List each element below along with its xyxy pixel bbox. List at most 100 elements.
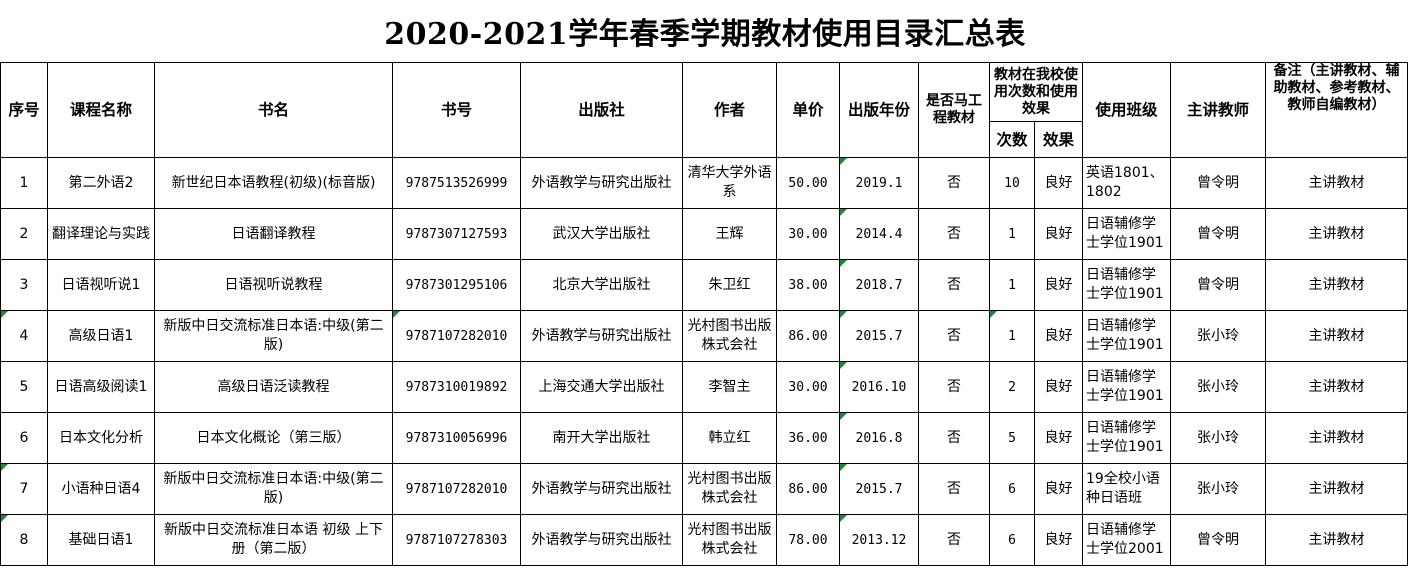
cell-note: 主讲教材	[1265, 310, 1408, 362]
cell-times: 1	[989, 310, 1035, 362]
cell-author: 光村图书出版株式会社	[682, 463, 777, 515]
cell-author: 李智主	[682, 361, 777, 413]
cell-price: 78.00	[776, 514, 840, 566]
cell-book: 日语视听说教程	[154, 259, 393, 311]
cell-note: 主讲教材	[1265, 157, 1408, 209]
cell-year: 2018.7	[839, 259, 919, 311]
header-teacher: 主讲教师	[1170, 62, 1266, 158]
cell-no: 8	[0, 514, 48, 566]
cell-note: 主讲教材	[1265, 259, 1408, 311]
table-row: 3 日语视听说1 日语视听说教程 9787301295106 北京大学出版社 朱…	[0, 259, 1408, 311]
table-row: 5 日语高级阅读1 高级日语泛读教程 9787310019892 上海交通大学出…	[0, 361, 1408, 413]
cell-class: 日语辅修学士学位1901	[1082, 310, 1171, 362]
cell-book: 日语翻译教程	[154, 208, 393, 260]
table-row: 6 日本文化分析 日本文化概论（第三版） 9787310056996 南开大学出…	[0, 412, 1408, 464]
cell-teacher: 曾令明	[1170, 208, 1266, 260]
cell-effect: 良好	[1034, 412, 1083, 464]
cell-teacher: 曾令明	[1170, 157, 1266, 209]
header-effect: 效果	[1034, 121, 1083, 158]
cell-price: 30.00	[776, 361, 840, 413]
header-usage-group: 教材在我校使用次数和使用效果	[989, 62, 1083, 122]
cell-price: 30.00	[776, 208, 840, 260]
header-no: 序号	[0, 62, 48, 158]
cell-year: 2019.1	[839, 157, 919, 209]
cell-book: 新版中日交流标准日本语 初级 上下册（第二版）	[154, 514, 393, 566]
cell-times: 10	[989, 157, 1035, 209]
cell-times: 1	[989, 208, 1035, 260]
cell-teacher: 张小玲	[1170, 463, 1266, 515]
cell-effect: 良好	[1034, 310, 1083, 362]
cell-marx: 否	[918, 310, 990, 362]
cell-publisher: 南开大学出版社	[520, 412, 683, 464]
cell-book: 新世纪日本语教程(初级)(标音版)	[154, 157, 393, 209]
cell-times: 2	[989, 361, 1035, 413]
cell-class: 英语1801、1802	[1082, 157, 1171, 209]
table-row: 4 高级日语1 新版中日交流标准日本语:中级(第二版) 978710728201…	[0, 310, 1408, 362]
cell-note: 主讲教材	[1265, 463, 1408, 515]
cell-isbn: 9787107282010	[392, 310, 521, 362]
cell-times: 5	[989, 412, 1035, 464]
cell-course: 日语高级阅读1	[47, 361, 155, 413]
cell-publisher: 外语教学与研究出版社	[520, 310, 683, 362]
cell-publisher: 外语教学与研究出版社	[520, 514, 683, 566]
cell-price: 38.00	[776, 259, 840, 311]
cell-effect: 良好	[1034, 514, 1083, 566]
header-book: 书名	[154, 62, 393, 158]
cell-year: 2015.7	[839, 463, 919, 515]
cell-course: 基础日语1	[47, 514, 155, 566]
cell-marx: 否	[918, 259, 990, 311]
cell-times: 6	[989, 514, 1035, 566]
cell-effect: 良好	[1034, 361, 1083, 413]
cell-course: 小语种日语4	[47, 463, 155, 515]
cell-times: 6	[989, 463, 1035, 515]
cell-book: 日本文化概论（第三版）	[154, 412, 393, 464]
cell-course: 日语视听说1	[47, 259, 155, 311]
cell-isbn: 9787513526999	[392, 157, 521, 209]
cell-price: 86.00	[776, 310, 840, 362]
table-row: 1 第二外语2 新世纪日本语教程(初级)(标音版) 9787513526999 …	[0, 157, 1408, 209]
cell-no: 4	[0, 310, 48, 362]
header-price: 单价	[776, 62, 840, 158]
cell-class: 日语辅修学士学位1901	[1082, 361, 1171, 413]
header-isbn: 书号	[392, 62, 521, 158]
cell-effect: 良好	[1034, 157, 1083, 209]
cell-no: 6	[0, 412, 48, 464]
header-author: 作者	[682, 62, 777, 158]
cell-teacher: 曾令明	[1170, 514, 1266, 566]
cell-teacher: 张小玲	[1170, 412, 1266, 464]
cell-teacher: 曾令明	[1170, 259, 1266, 311]
cell-book: 新版中日交流标准日本语:中级(第二版)	[154, 310, 393, 362]
cell-book: 新版中日交流标准日本语:中级(第二版)	[154, 463, 393, 515]
cell-publisher: 外语教学与研究出版社	[520, 463, 683, 515]
page-title: 2020-2021学年春季学期教材使用目录汇总表	[384, 17, 1026, 52]
cell-publisher: 上海交通大学出版社	[520, 361, 683, 413]
cell-effect: 良好	[1034, 259, 1083, 311]
cell-course: 翻译理论与实践	[47, 208, 155, 260]
cell-author: 光村图书出版株式会社	[682, 310, 777, 362]
cell-isbn: 9787310019892	[392, 361, 521, 413]
cell-no: 5	[0, 361, 48, 413]
cell-no: 1	[0, 157, 48, 209]
cell-marx: 否	[918, 157, 990, 209]
header-note: 备注（主讲教材、辅助教材、参考教材、教师自编教材）	[1265, 62, 1408, 158]
cell-year: 2016.10	[839, 361, 919, 413]
cell-author: 清华大学外语系	[682, 157, 777, 209]
cell-isbn: 9787301295106	[392, 259, 521, 311]
cell-no: 2	[0, 208, 48, 260]
cell-marx: 否	[918, 514, 990, 566]
header-class: 使用班级	[1082, 62, 1171, 158]
cell-no: 7	[0, 463, 48, 515]
cell-isbn: 9787107278303	[392, 514, 521, 566]
cell-isbn: 9787107282010	[392, 463, 521, 515]
cell-class: 日语辅修学士学位1901	[1082, 208, 1171, 260]
cell-times: 1	[989, 259, 1035, 311]
table-row: 2 翻译理论与实践 日语翻译教程 9787307127593 武汉大学出版社 王…	[0, 208, 1408, 260]
cell-author: 王辉	[682, 208, 777, 260]
cell-isbn: 9787310056996	[392, 412, 521, 464]
cell-year: 2014.4	[839, 208, 919, 260]
cell-author: 韩立红	[682, 412, 777, 464]
cell-course: 第二外语2	[47, 157, 155, 209]
table-row: 8 基础日语1 新版中日交流标准日本语 初级 上下册（第二版） 97871072…	[0, 514, 1408, 566]
cell-note: 主讲教材	[1265, 412, 1408, 464]
cell-marx: 否	[918, 208, 990, 260]
